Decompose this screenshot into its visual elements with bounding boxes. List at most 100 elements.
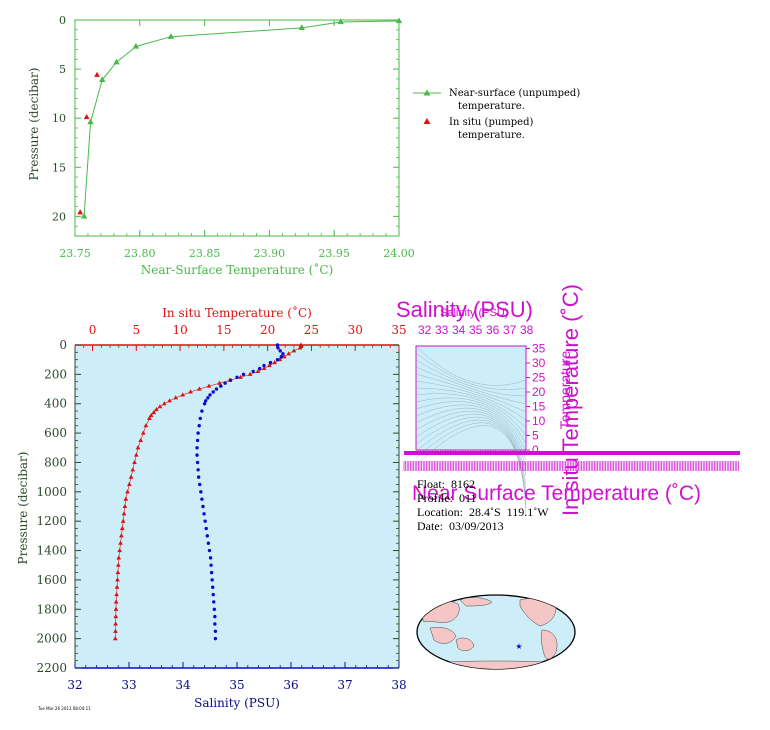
ts-density-contours <box>415 345 527 517</box>
temperature-profile-point <box>197 386 202 391</box>
temperature-profile-point <box>148 412 154 418</box>
pressure-tick-label: 600 <box>44 426 67 440</box>
pressure-tick-label: 1400 <box>36 544 67 558</box>
pressure-tick-label: 0 <box>59 338 67 352</box>
salinity-profile-point <box>268 360 273 365</box>
float-location-map: ★ <box>416 594 576 670</box>
ts-axis-bar <box>404 451 740 455</box>
pumped-temperature-point <box>77 209 84 215</box>
temperature-profile-point <box>116 562 121 567</box>
ts-y-tick-label: 10 <box>532 414 546 428</box>
temperature-profile-point <box>114 591 119 597</box>
temperature-tick-label: 35 <box>391 323 406 337</box>
pressure-tick-label: 800 <box>44 455 67 469</box>
salinity-profile-point <box>241 372 246 377</box>
salinity-profile-point <box>235 375 239 379</box>
temperature-profile-point <box>113 614 119 619</box>
ts-density-contour <box>415 359 527 397</box>
salinity-profile-point <box>202 402 207 406</box>
top-x-tick-label: 23.90 <box>254 247 286 260</box>
ts-y-tick-label: 35 <box>532 342 546 356</box>
ts-density-contour <box>415 380 527 421</box>
salinity-profile-point <box>213 629 218 633</box>
ts-density-contour <box>415 393 527 437</box>
temperature-profile-point <box>261 365 267 371</box>
unpumped-temperature-point <box>132 42 140 49</box>
temperature-tick-label: 10 <box>172 323 187 337</box>
salinity-profile-point <box>207 548 212 553</box>
ts-x-tick-label: 36 <box>486 323 500 337</box>
temperature-profile-point <box>161 401 167 406</box>
temperature-profile-point <box>173 395 179 400</box>
salinity-profile-point <box>209 570 214 575</box>
profile-chart: 32 33 34 35 36 37 38 0 5 10 15 20 25 30 35 0 200 400 600 80… <box>16 305 407 710</box>
temperature-profile-point <box>115 577 120 582</box>
ts-x-tick-label: 33 <box>435 323 449 337</box>
legend-label-pumped-2: temperature. <box>458 130 525 141</box>
pressure-tick-label: 2000 <box>36 632 67 646</box>
pressure-tick-label: 400 <box>44 397 67 411</box>
salinity-profile-point <box>275 343 280 347</box>
map-landmass-australia <box>455 637 475 651</box>
salinity-profile-point <box>197 424 201 428</box>
top-y-tick-label: 5 <box>59 63 66 76</box>
temperature-profile-point <box>130 467 136 472</box>
temperature-profile-point <box>114 584 120 589</box>
profile-number: Profile: 011 <box>417 491 477 505</box>
salinity-profile-point <box>212 600 216 604</box>
salinity-profile-point <box>195 460 200 465</box>
temperature-profile-point <box>120 518 126 523</box>
ts-y-tick-label: 25 <box>532 371 546 385</box>
salinity-profile-point <box>278 349 282 353</box>
salinity-profile-point <box>213 636 218 641</box>
temperature-profile-point <box>188 389 193 394</box>
salinity-profile-point <box>208 556 213 560</box>
temperature-profile-point <box>113 599 119 604</box>
pumped-temperature-point <box>94 71 100 77</box>
salinity-axis-title: Salinity (PSU) <box>194 696 280 710</box>
salinity-tick-label: 35 <box>229 678 244 692</box>
ts-y-axis-label-overlap: Temperature <box>557 350 573 429</box>
temperature-profile-point <box>123 496 129 501</box>
temperature-tick-label: 0 <box>89 323 97 337</box>
salinity-profile-point <box>198 416 202 421</box>
ts-x-tick-label: 34 <box>452 323 466 337</box>
legend-marker-pumped <box>423 118 431 124</box>
pressure-axis-title: Pressure (decibar) <box>16 452 30 565</box>
temperature-profile-point <box>255 368 261 373</box>
salinity-profile-point <box>203 519 207 523</box>
pressure-tick-label: 1000 <box>36 485 67 499</box>
salinity-profile-point <box>212 607 217 611</box>
pressure-tick-label: 1600 <box>36 573 67 587</box>
ts-density-contour <box>415 387 527 429</box>
temperature-profile-point <box>297 345 303 350</box>
top-y-tick-label: 10 <box>52 112 66 125</box>
salinity-profile-point <box>200 409 204 413</box>
pressure-tick-label: 1200 <box>36 514 67 528</box>
ts-density-contour <box>415 425 527 517</box>
temperature-profile-point <box>119 533 124 538</box>
salinity-profile-point <box>205 534 209 538</box>
profile-date: Date: 03/09/2013 <box>417 519 504 533</box>
unpumped-temperature-point <box>298 24 306 31</box>
temperature-profile-point <box>157 404 163 409</box>
top-y-tick-label: 0 <box>59 14 66 27</box>
salinity-profile-point <box>262 363 266 368</box>
salinity-profile-point <box>198 482 202 487</box>
ts-x-tick-label: 35 <box>469 323 483 337</box>
salinity-profile-point <box>257 366 262 371</box>
salinity-profile-point <box>203 399 208 403</box>
salinity-profile-point <box>228 378 233 382</box>
ts-y-axis-label: In situ Temperature (˚C) <box>558 284 583 516</box>
temperature-profile-point <box>151 409 157 415</box>
salinity-profile-point <box>206 541 211 545</box>
temperature-tick-label: 5 <box>132 323 140 337</box>
salinity-profile-point <box>204 526 208 531</box>
temperature-profile-point <box>126 481 132 487</box>
pressure-tick-label: 1800 <box>36 602 67 616</box>
temperature-profile-point <box>121 511 127 516</box>
map-landmass-asia <box>419 600 460 623</box>
